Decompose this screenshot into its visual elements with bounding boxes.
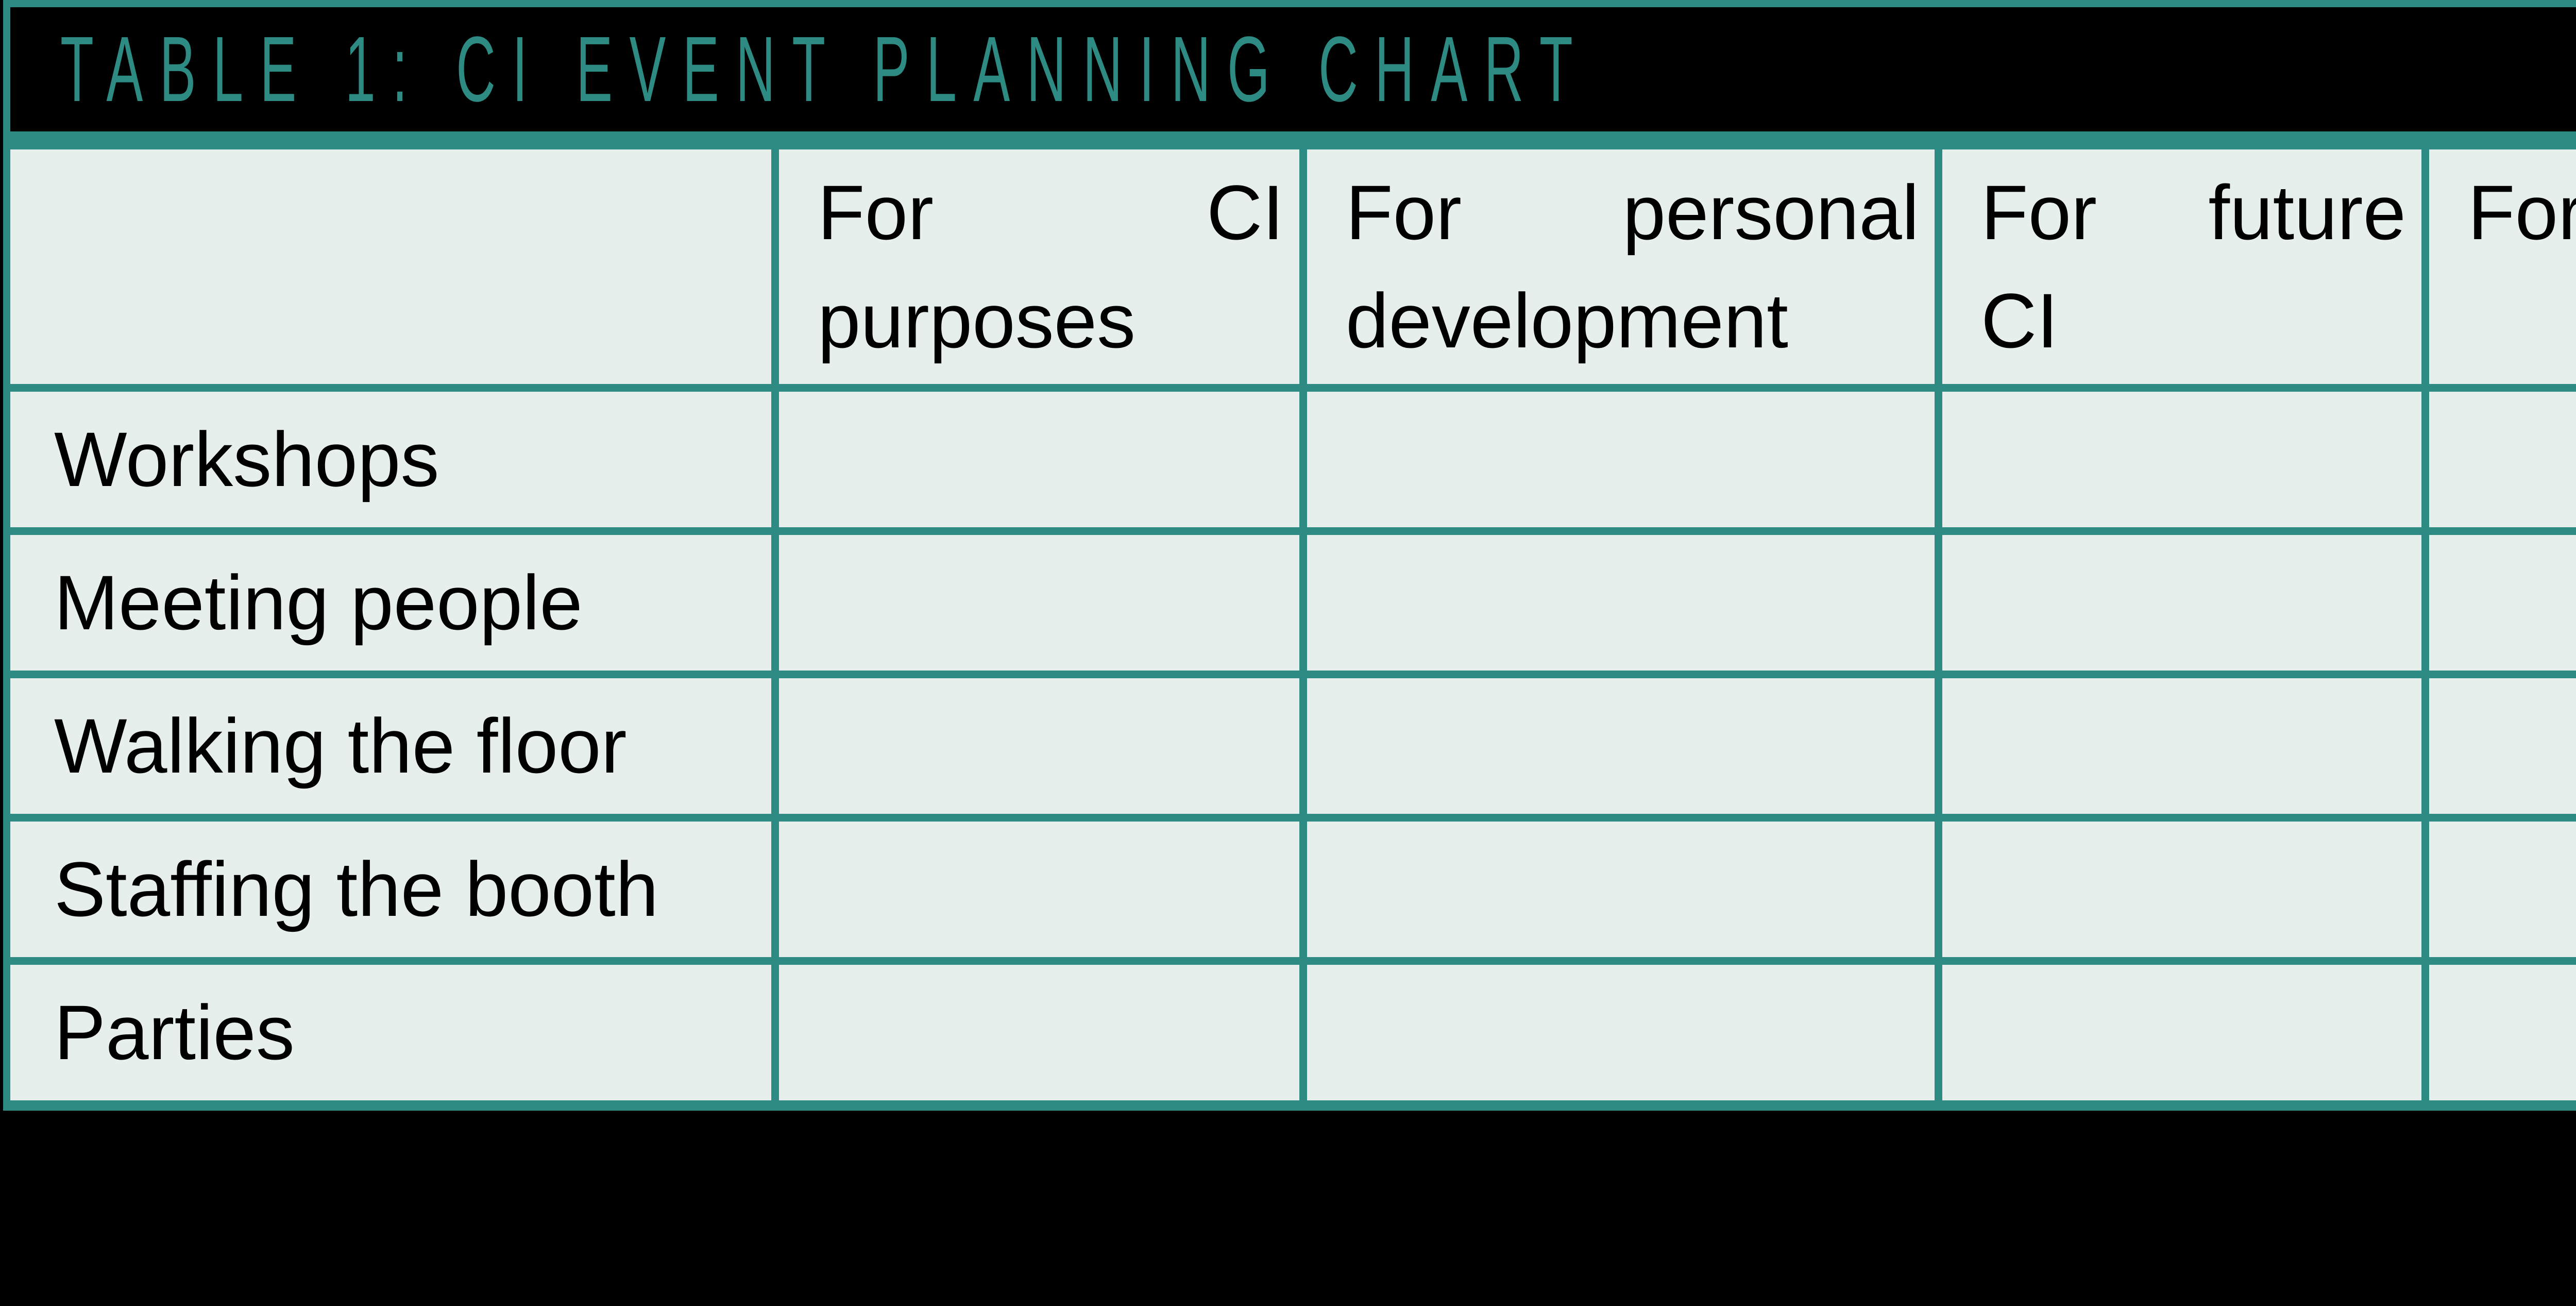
table-title: TABLE 1: CI EVENT PLANNING CHART	[60, 18, 1590, 121]
header-line-2: purposes	[818, 267, 1284, 375]
table-title-bar: TABLE 1: CI EVENT PLANNING CHART	[3, 0, 2576, 149]
header-word: For	[818, 169, 934, 256]
empty-cell	[779, 535, 1299, 671]
row-label-walking-the-floor: Walking the floor	[10, 678, 771, 814]
empty-cell	[1942, 392, 2421, 527]
empty-cell	[1942, 965, 2421, 1100]
column-header-for-ci-purposes: For CI purposes	[779, 149, 1299, 384]
empty-cell	[1307, 822, 1935, 957]
row-label-parties: Parties	[10, 965, 771, 1100]
column-header-for-fun: For fun	[2429, 149, 2576, 384]
header-word: personal	[1622, 169, 1919, 256]
header-line-1: For CI	[818, 159, 1284, 267]
header-word: future	[2208, 169, 2406, 256]
row-label-text: Meeting people	[54, 559, 583, 646]
empty-cell	[1307, 678, 1935, 814]
header-word: For	[1981, 169, 2097, 256]
ci-event-planning-table: TABLE 1: CI EVENT PLANNING CHART For CI …	[3, 0, 2576, 1111]
row-label-text: Staffing the booth	[54, 846, 659, 932]
empty-cell	[2429, 535, 2576, 671]
empty-cell	[2429, 678, 2576, 814]
empty-cell	[1942, 678, 2421, 814]
header-line-1: For future	[1981, 159, 2406, 267]
header-line-1: For personal	[1346, 159, 1919, 267]
column-header-for-future-ci: For future CI	[1942, 149, 2421, 384]
empty-cell	[779, 392, 1299, 527]
row-label-text: Workshops	[54, 416, 439, 503]
header-word: For	[1346, 169, 1462, 256]
empty-cell	[1307, 965, 1935, 1100]
empty-cell	[779, 822, 1299, 957]
header-line-2: CI	[1981, 267, 2406, 375]
empty-cell	[779, 678, 1299, 814]
row-label-text: Walking the floor	[54, 702, 627, 789]
header-line-1: For fun	[2468, 159, 2576, 267]
corner-cell	[10, 149, 771, 384]
header-line-2: development	[1346, 267, 1919, 375]
table-grid: For CI purposes For personal development	[3, 149, 2576, 1111]
row-label-staffing-the-booth: Staffing the booth	[10, 822, 771, 957]
header-word: purposes	[818, 277, 1136, 364]
header-word: For fun	[2468, 169, 2576, 256]
row-label-workshops: Workshops	[10, 392, 771, 527]
row-label-meeting-people: Meeting people	[10, 535, 771, 671]
empty-cell	[1307, 535, 1935, 671]
empty-cell	[2429, 392, 2576, 527]
column-header-for-personal-development: For personal development	[1307, 149, 1935, 384]
empty-cell	[779, 965, 1299, 1100]
header-word: CI	[1981, 277, 2058, 364]
empty-cell	[1307, 392, 1935, 527]
row-label-text: Parties	[54, 989, 295, 1076]
header-word: CI	[1207, 169, 1284, 256]
header-word: development	[1346, 277, 1788, 364]
empty-cell	[2429, 822, 2576, 957]
empty-cell	[2429, 965, 2576, 1100]
empty-cell	[1942, 822, 2421, 957]
header-line-2	[2468, 267, 2576, 375]
empty-cell	[1942, 535, 2421, 671]
